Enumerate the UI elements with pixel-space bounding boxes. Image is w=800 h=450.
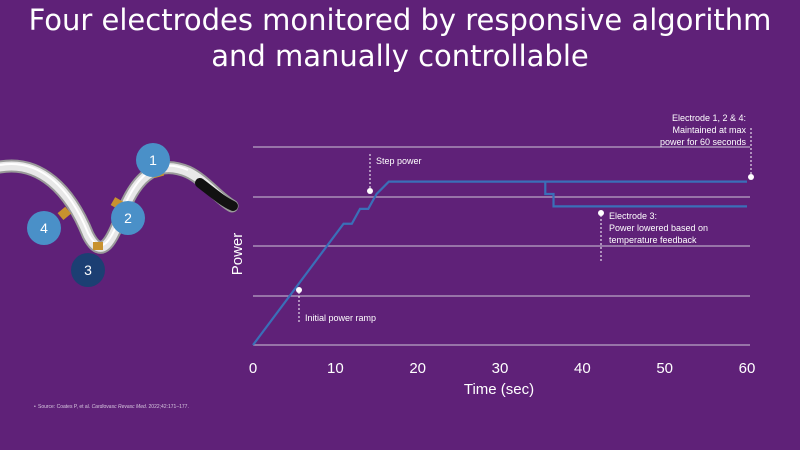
x-tick-label: 30 xyxy=(492,360,509,377)
footnote-ref: 2022;42:171–177. xyxy=(147,404,189,410)
x-tick-label: 50 xyxy=(656,360,673,377)
electrode-124-text-2: Maintained at max xyxy=(672,125,746,135)
electrode-badge-3: 3 xyxy=(71,253,105,287)
electrode-124-marker xyxy=(748,174,754,180)
electrode-badge-circle xyxy=(27,211,61,245)
initial-ramp-text: Initial power ramp xyxy=(305,313,376,323)
footnote-journal: Cardiovasc Revasc Med. xyxy=(91,404,148,410)
electrode-badge-label: 2 xyxy=(124,210,132,226)
electrode-badge-1: 1 xyxy=(136,143,170,177)
annotation-step-power: Step power xyxy=(367,154,422,194)
electrode-band-3 xyxy=(93,242,103,250)
footnote-bullet: • xyxy=(34,404,36,410)
initial-ramp-marker xyxy=(296,287,302,293)
x-tick-label: 40 xyxy=(574,360,591,377)
electrode-3-text-2: Power lowered based on xyxy=(609,223,708,233)
chart-grid xyxy=(253,146,750,346)
y-axis-label: Power xyxy=(229,233,246,276)
electrode-3-text-1: Electrode 3: xyxy=(609,211,657,221)
x-tick-label: 10 xyxy=(327,360,344,377)
annotation-electrodes-124: Electrode 1, 2 & 4: Maintained at max po… xyxy=(660,113,754,180)
electrode-badge-circle xyxy=(111,201,145,235)
electrode-badge-4: 4 xyxy=(27,211,61,245)
annotation-initial-ramp: Initial power ramp xyxy=(296,287,376,324)
slide-title: Four electrodes monitored by responsive … xyxy=(0,2,800,74)
x-axis-label: Time (sec) xyxy=(464,381,534,398)
title-line-2: and manually controllable xyxy=(211,39,589,73)
electrode-124-text-3: power for 60 seconds xyxy=(660,137,747,147)
electrode-band-4 xyxy=(57,206,72,221)
electrode-3-text-3: temperature feedback xyxy=(609,235,697,245)
electrode-badge-circle xyxy=(136,143,170,177)
title-line-1: Four electrodes monitored by responsive … xyxy=(28,3,772,37)
electrode-badge-label: 3 xyxy=(84,262,92,278)
annotation-electrode-3: Electrode 3: Power lowered based on temp… xyxy=(598,210,708,262)
electrode-badge-2: 2 xyxy=(111,201,145,235)
electrode-124-text-1: Electrode 1, 2 & 4: xyxy=(672,113,746,123)
source-footnote: • Source: Coates P, et al. Cardiovasc Rev… xyxy=(34,404,189,410)
series-line-2 xyxy=(544,181,747,208)
step-power-marker xyxy=(367,188,373,194)
x-tick-label: 60 xyxy=(739,360,756,377)
footnote-source: Source: Coates P, et al. xyxy=(38,404,92,410)
step-power-text: Step power xyxy=(376,156,422,166)
series-line-1 xyxy=(252,180,747,346)
x-tick-label: 20 xyxy=(409,360,426,377)
electrode-badge-label: 4 xyxy=(40,220,48,236)
electrode-badge-label: 1 xyxy=(149,152,157,168)
x-tick-label: 0 xyxy=(249,360,257,377)
electrode-3-marker xyxy=(598,210,604,216)
electrode-badge-circle xyxy=(71,253,105,287)
